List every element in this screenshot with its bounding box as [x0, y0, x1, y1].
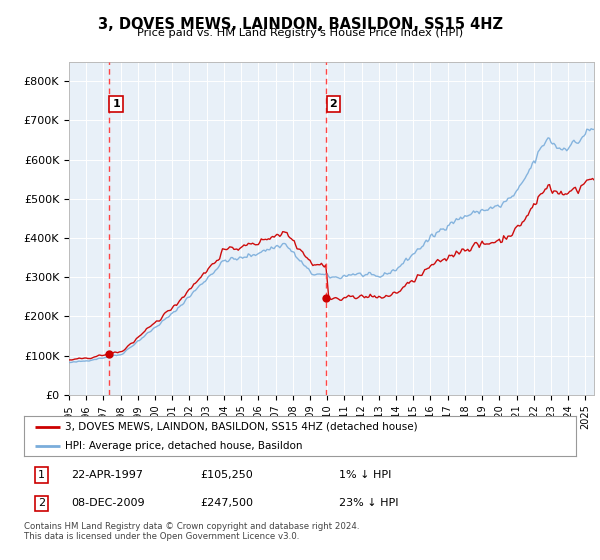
- Text: 22-APR-1997: 22-APR-1997: [71, 470, 143, 480]
- Text: 1: 1: [112, 99, 120, 109]
- Text: 08-DEC-2009: 08-DEC-2009: [71, 498, 145, 508]
- Text: 2: 2: [38, 498, 45, 508]
- Text: 1% ↓ HPI: 1% ↓ HPI: [338, 470, 391, 480]
- Text: HPI: Average price, detached house, Basildon: HPI: Average price, detached house, Basi…: [65, 441, 303, 450]
- Text: 23% ↓ HPI: 23% ↓ HPI: [338, 498, 398, 508]
- Text: 3, DOVES MEWS, LAINDON, BASILDON, SS15 4HZ (detached house): 3, DOVES MEWS, LAINDON, BASILDON, SS15 4…: [65, 422, 418, 432]
- Text: Price paid vs. HM Land Registry's House Price Index (HPI): Price paid vs. HM Land Registry's House …: [137, 28, 463, 38]
- Text: £247,500: £247,500: [200, 498, 254, 508]
- Text: £105,250: £105,250: [200, 470, 253, 480]
- Text: Contains HM Land Registry data © Crown copyright and database right 2024.
This d: Contains HM Land Registry data © Crown c…: [24, 522, 359, 542]
- Text: 2: 2: [329, 99, 337, 109]
- Text: 3, DOVES MEWS, LAINDON, BASILDON, SS15 4HZ: 3, DOVES MEWS, LAINDON, BASILDON, SS15 4…: [97, 17, 503, 32]
- Text: 1: 1: [38, 470, 45, 480]
